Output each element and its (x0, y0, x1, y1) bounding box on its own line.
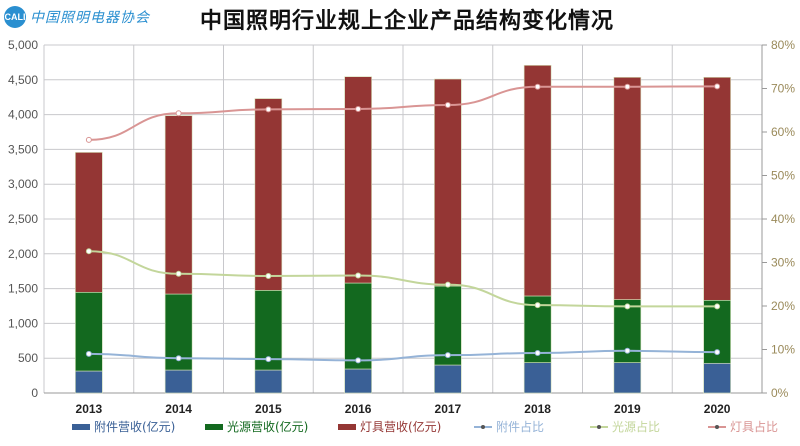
line-point (444, 352, 451, 359)
y-right-tick-label: 0% (771, 386, 789, 400)
bar-segment (344, 368, 372, 394)
bar-segment (75, 291, 103, 372)
bar-segment (254, 369, 283, 394)
legend-marker (481, 425, 485, 429)
y-left-tick-label: 2,500 (8, 212, 38, 226)
y-right-tick-label: 20% (771, 299, 795, 313)
y-left-tick-label: 4,500 (8, 73, 38, 87)
line-point (355, 105, 362, 112)
y-right-tick-label: 10% (771, 343, 795, 357)
line-point (265, 272, 272, 279)
bar-segment (344, 282, 372, 370)
line-point (175, 355, 182, 362)
line-point (355, 272, 362, 279)
y-left-tick-label: 0 (31, 386, 38, 400)
line-point (265, 106, 272, 113)
line-point (175, 110, 182, 117)
x-tick-label: 2014 (165, 402, 192, 416)
legend-label: 灯具营收(亿元) (360, 419, 441, 434)
bar-segment (703, 362, 731, 394)
line-point (714, 349, 721, 356)
line-point (624, 83, 631, 90)
bar-segment (164, 115, 193, 295)
line-point (265, 356, 272, 363)
bar-segment (434, 285, 462, 366)
y-right-tick-label: 80% (771, 38, 795, 52)
legend-label: 附件占比 (496, 419, 544, 434)
line-point (624, 303, 631, 310)
line-series (88, 250, 718, 308)
x-tick-label: 2017 (435, 402, 462, 416)
y-right-tick-label: 50% (771, 169, 795, 183)
legend-marker (597, 425, 601, 429)
bar-segment (703, 76, 731, 301)
y-left-tick-label: 2,000 (8, 247, 38, 261)
x-tick-label: 2016 (345, 402, 372, 416)
legend-label: 光源营收(亿元) (227, 419, 308, 434)
y-left-tick-label: 1,500 (8, 282, 38, 296)
bar-segment (434, 78, 462, 287)
bar-segment (75, 152, 103, 293)
y-left-tick-label: 3,500 (8, 142, 38, 156)
x-tick-label: 2019 (614, 402, 641, 416)
y-left-tick-label: 1,000 (8, 316, 38, 330)
bar-segment (164, 369, 193, 394)
line-point (444, 281, 451, 288)
logo: CALI 中国照明电器协会 (4, 6, 150, 28)
line-point (714, 83, 721, 90)
legend-marker (715, 425, 719, 429)
chart-title: 中国照明行业规上企业产品结构变化情况 (200, 9, 615, 34)
bar-segment (613, 362, 642, 394)
line-point (85, 248, 92, 255)
bar-segment (434, 364, 462, 394)
legend-label: 附件营收(亿元) (94, 419, 175, 434)
y-left-tick-label: 3,000 (8, 177, 38, 191)
line-point (444, 102, 451, 109)
line-point (534, 349, 541, 356)
legend-swatch (338, 424, 356, 430)
line-point (85, 350, 92, 357)
line-point (534, 83, 541, 90)
y-left-tick-label: 4,000 (8, 108, 38, 122)
logo-mark: CALI (4, 6, 26, 28)
bar-segment (75, 370, 103, 394)
legend-swatch (72, 424, 90, 430)
line-point (714, 303, 721, 310)
legend-label: 灯具占比 (730, 419, 778, 434)
line-point (624, 347, 631, 354)
line-point (175, 270, 182, 277)
x-tick-label: 2015 (255, 402, 282, 416)
legend-label: 光源占比 (612, 419, 660, 434)
x-tick-label: 2018 (524, 402, 551, 416)
line-series (88, 349, 718, 362)
bar-segment (254, 98, 283, 291)
y-left-tick-label: 500 (18, 351, 38, 365)
y-left-tick-label: 5,000 (8, 38, 38, 52)
legend-swatch (205, 424, 223, 430)
bar-segment (523, 65, 552, 297)
line-point (85, 136, 92, 143)
logo-text: 中国照明电器协会 (30, 10, 150, 26)
bar-segment (613, 76, 642, 300)
bar-segment (523, 362, 552, 394)
line-series (88, 85, 718, 141)
y-right-tick-label: 60% (771, 125, 795, 139)
x-tick-label: 2013 (76, 402, 103, 416)
y-right-tick-label: 40% (771, 212, 795, 226)
x-tick-label: 2020 (704, 402, 731, 416)
y-right-tick-label: 30% (771, 256, 795, 270)
line-point (534, 302, 541, 309)
y-right-tick-label: 70% (771, 82, 795, 96)
line-point (355, 357, 362, 364)
